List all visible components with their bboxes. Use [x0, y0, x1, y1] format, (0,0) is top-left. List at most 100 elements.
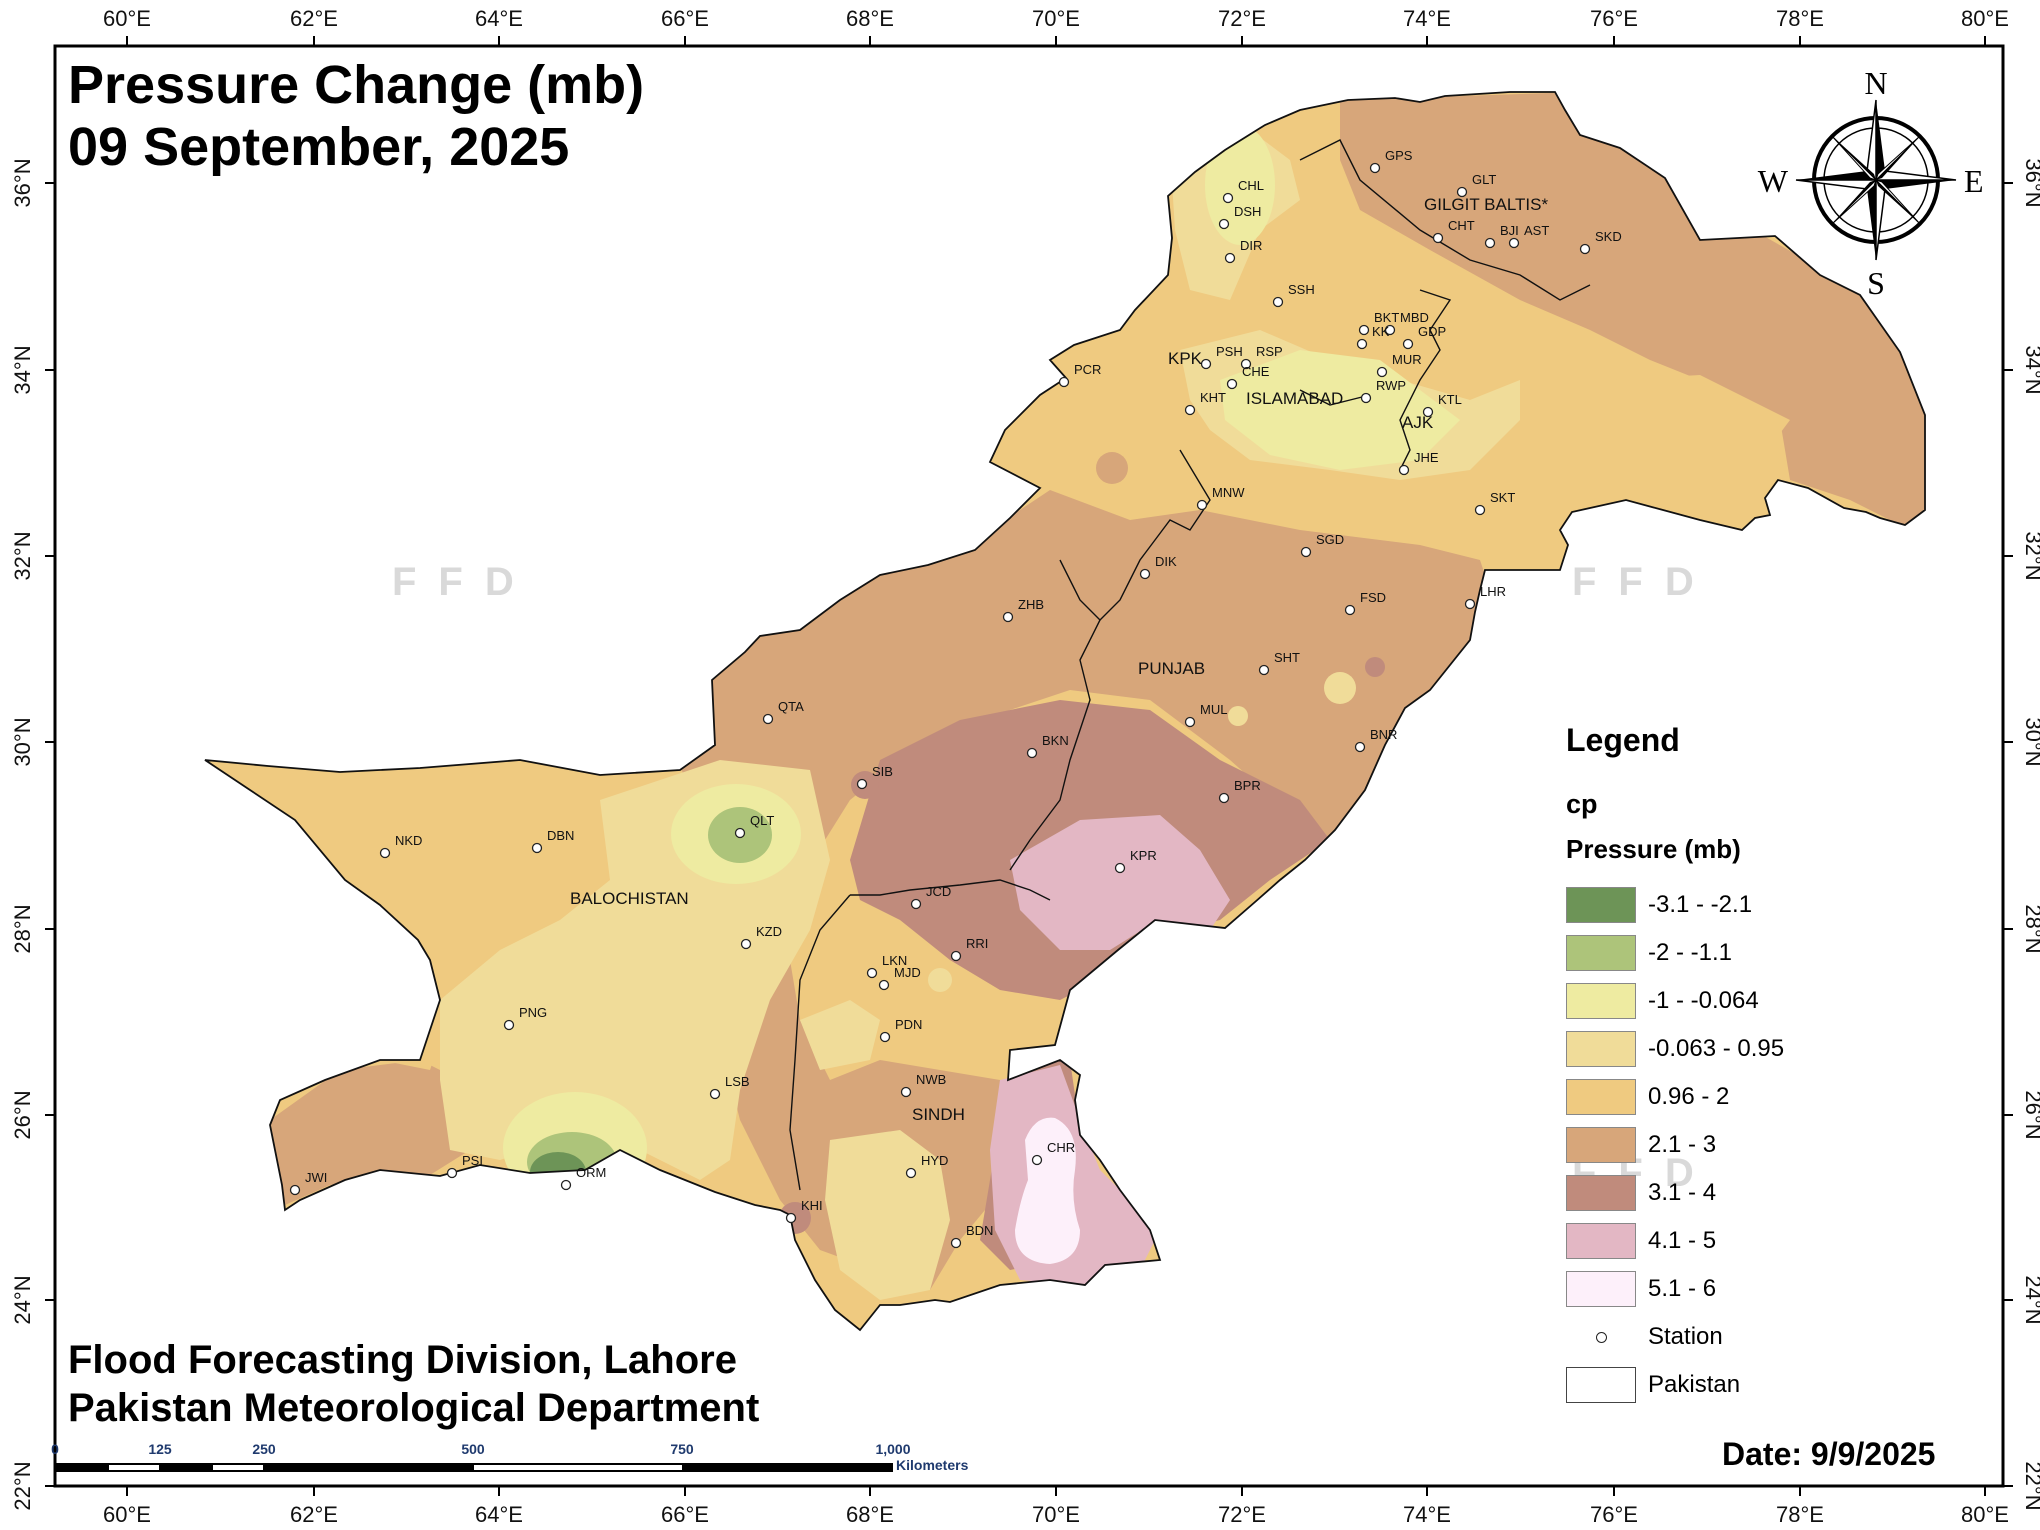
station-symbol-icon	[1566, 1319, 1636, 1355]
station-marker: QLT	[734, 813, 774, 839]
legend-title: Legend	[1566, 722, 1680, 758]
station-label: DIR	[1240, 238, 1262, 253]
station-marker: KHT	[1184, 390, 1226, 416]
latitude-labels-right: 36°N 34°N 32°N 30°N 28°N 26°N 24°N 22°N	[2021, 158, 2040, 1510]
station-point	[1222, 192, 1234, 204]
legend-swatch	[1566, 1031, 1636, 1067]
station-point	[1356, 338, 1368, 350]
station-point	[1344, 604, 1356, 616]
lon-label-top: 70°E	[1032, 6, 1080, 31]
zone-2-1-3-central	[640, 490, 1500, 1290]
lon-label-top: 62°E	[290, 6, 338, 31]
station-marker: LKN	[866, 953, 907, 979]
station-label: LKN	[882, 953, 907, 968]
scale-tick-label: 500	[461, 1441, 485, 1457]
legend-item-class: -0.063 - 0.95	[1566, 1025, 1946, 1073]
province-label: KPK	[1168, 349, 1203, 368]
station-point	[878, 979, 890, 991]
station-marker: HYD	[905, 1153, 948, 1179]
province-label: PUNJAB	[1138, 659, 1205, 678]
map-date-title: 09 September, 2025	[68, 117, 570, 177]
station-point	[1258, 664, 1270, 676]
station-label: SKT	[1490, 490, 1515, 505]
station-marker: KK	[1356, 324, 1390, 350]
station-point	[1226, 378, 1238, 390]
station-label: BDN	[966, 1223, 993, 1238]
lon-label-bottom: 60°E	[103, 1502, 151, 1527]
station-marker: MBD	[1384, 310, 1429, 336]
boundary-swatch-icon	[1566, 1367, 1636, 1403]
station-label: KHI	[801, 1198, 823, 1213]
station-point	[1508, 237, 1520, 249]
station-point	[1031, 1154, 1043, 1166]
station-marker: KHI	[785, 1198, 823, 1224]
lat-label-left: 32°N	[10, 531, 35, 580]
scale-bar-unit: Kilometers	[896, 1457, 969, 1473]
lat-label-right: 30°N	[2021, 717, 2040, 766]
station-label: JCD	[926, 884, 951, 899]
station-point	[531, 842, 543, 854]
scale-bar-seg-3	[474, 1465, 682, 1470]
station-label: PCR	[1074, 362, 1101, 377]
station-label: ORM	[576, 1165, 606, 1180]
legend-item-class: 2.1 - 3	[1566, 1121, 1946, 1169]
station-point	[1484, 237, 1496, 249]
station-marker: CHE	[1226, 364, 1270, 390]
station-label: SHT	[1274, 650, 1300, 665]
station-point	[1464, 598, 1476, 610]
lon-label-bottom: 62°E	[290, 1502, 338, 1527]
station-label: GLT	[1472, 172, 1496, 187]
legend-swatch	[1566, 1175, 1636, 1211]
station-label: JHE	[1414, 450, 1439, 465]
station-marker: PSI	[446, 1153, 483, 1179]
watermark-right: FFD	[1572, 560, 1716, 604]
station-label: PSH	[1216, 344, 1243, 359]
compass-point-sw-light	[1830, 179, 1877, 226]
station-point	[1224, 252, 1236, 264]
station-point	[1200, 358, 1212, 370]
legend-swatch	[1566, 1079, 1636, 1115]
legend-swatch	[1566, 935, 1636, 971]
station-marker: ORM	[560, 1165, 606, 1191]
legend-class-label: 4.1 - 5	[1648, 1227, 1717, 1254]
station-marker: CHT	[1432, 218, 1475, 244]
station-point	[1402, 338, 1414, 350]
blob-5	[1228, 706, 1248, 726]
station-label: SSH	[1288, 282, 1315, 297]
province-label: AJK	[1402, 413, 1434, 432]
station-marker: CHR	[1031, 1140, 1075, 1166]
station-label: CHE	[1242, 364, 1270, 379]
boundary-ajk-west	[1399, 289, 1452, 471]
station-point	[1456, 186, 1468, 198]
legend-item-boundary: Pakistan	[1566, 1361, 1946, 1409]
blob-6	[928, 968, 952, 992]
station-marker: QTA	[762, 699, 804, 725]
station-label: GDP	[1418, 324, 1446, 339]
lat-label-left: 34°N	[10, 345, 35, 394]
station-point	[785, 1212, 797, 1224]
station-label: CHL	[1238, 178, 1264, 193]
lon-label-bottom: 68°E	[846, 1502, 894, 1527]
station-label: KK	[1372, 324, 1390, 339]
station-label: RWP	[1376, 378, 1406, 393]
legend-swatch	[1566, 1223, 1636, 1259]
compass-point-n-dark	[1876, 100, 1885, 180]
station-label: FSD	[1360, 590, 1386, 605]
station-label: MUR	[1392, 352, 1422, 367]
lat-label-right: 36°N	[2021, 158, 2040, 207]
lon-label-bottom: 72°E	[1218, 1502, 1266, 1527]
station-label: MUL	[1200, 702, 1227, 717]
lon-label-bottom: 76°E	[1590, 1502, 1638, 1527]
province-label: BALOCHISTAN	[570, 889, 689, 908]
lat-label-right: 34°N	[2021, 345, 2040, 394]
station-point	[1300, 546, 1312, 558]
legend-class-label: 5.1 - 6	[1648, 1275, 1717, 1302]
compass-point-nw-light	[1830, 134, 1877, 181]
legend: Legend cp Pressure (mb) -3.1 - -2.1 -2 - …	[1566, 722, 1946, 1409]
station-label: MNW	[1212, 485, 1245, 500]
station-label: RSP	[1256, 344, 1283, 359]
zone-neg0-063-0-95-sindh-north	[800, 1000, 880, 1070]
station-label: DSH	[1234, 204, 1261, 219]
lat-label-right: 26°N	[2021, 1090, 2040, 1139]
lat-label-right: 22°N	[2021, 1461, 2040, 1510]
